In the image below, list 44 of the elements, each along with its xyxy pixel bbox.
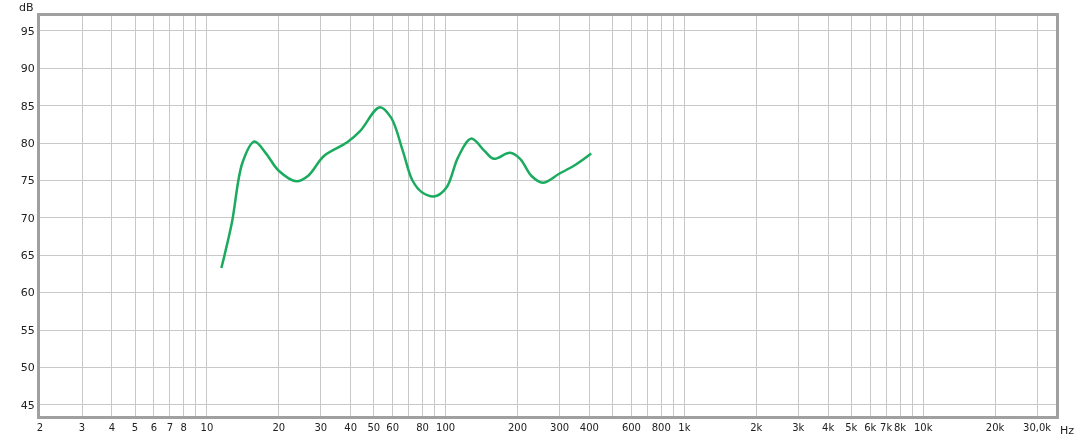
y-tick-label: 75 [20, 174, 35, 188]
x-tick-label: 8k [893, 422, 907, 433]
x-tick-label: 5k [845, 422, 858, 433]
x-axis-title: Hz [1060, 424, 1075, 437]
x-tick-label: 1k [678, 422, 691, 433]
x-tick-label: 30 [314, 422, 328, 433]
x-tick-label: 80 [416, 422, 429, 433]
x-tick-label: 30,0k [1023, 422, 1052, 433]
x-tick-label: 600 [621, 422, 641, 433]
y-tick-label: 70 [20, 211, 35, 225]
x-tick-label: 5 [131, 422, 139, 433]
x-tick-label: 300 [550, 422, 570, 433]
x-tick-label: 7 [166, 422, 174, 433]
x-tick-label: 200 [507, 422, 528, 433]
y-tick-label: 55 [20, 323, 35, 337]
y-tick-label: 80 [20, 136, 35, 150]
x-tick-label: 6 [150, 422, 158, 433]
y-axis-title: dB [19, 1, 34, 14]
y-tick-label: 95 [20, 24, 35, 38]
x-tick-label: 20 [272, 422, 286, 433]
x-tick-label: 800 [651, 422, 671, 433]
x-tick-label: 3k [792, 422, 805, 433]
x-tick-label: 60 [386, 422, 400, 433]
x-tick-label: 400 [579, 422, 599, 433]
y-tick-label: 90 [20, 62, 35, 76]
x-tick-label: 4 [108, 422, 116, 433]
y-tick-label: 60 [20, 286, 35, 300]
x-tick-label: 50 [367, 422, 381, 433]
x-tick-label: 10 [200, 422, 214, 433]
x-tick-label: 8 [180, 422, 187, 433]
x-tick-label: 10k [913, 422, 933, 433]
y-tick-label: 85 [20, 99, 35, 113]
x-tick-label: 2 [36, 422, 44, 433]
x-tick-label: 7k [880, 422, 893, 433]
x-tick-label: 4k [822, 422, 835, 433]
x-tick-label: 100 [436, 422, 456, 433]
y-tick-label: 45 [20, 398, 35, 412]
x-tick-label: 40 [344, 422, 358, 433]
x-tick-label: 2k [750, 422, 763, 433]
y-tick-label: 65 [20, 249, 35, 263]
x-tick-label: 3 [78, 422, 86, 433]
x-tick-label: 20k [985, 422, 1005, 433]
x-tick-label: 6k [864, 422, 877, 433]
y-tick-label: 50 [20, 361, 35, 375]
